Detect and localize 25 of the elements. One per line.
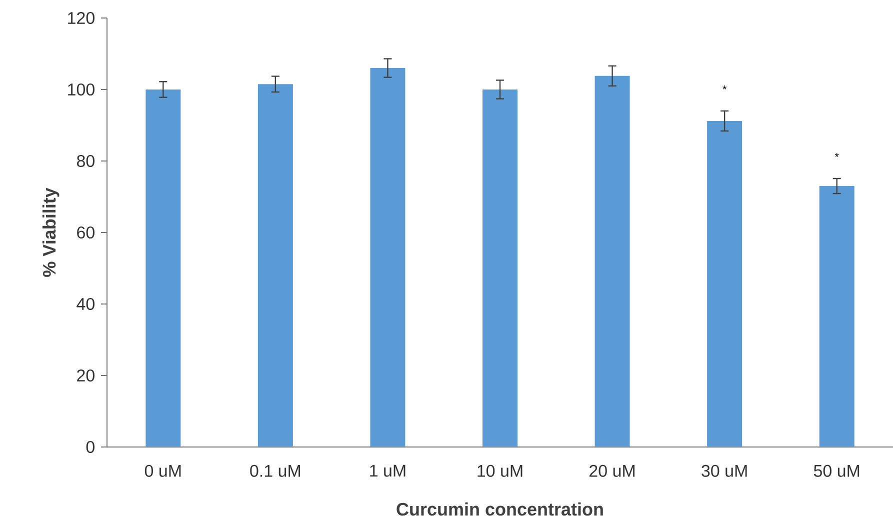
x-tick-label: 0 uM bbox=[144, 464, 181, 477]
x-tick-label: 10 uM bbox=[478, 464, 522, 477]
x-tick-label: 0.1 uM bbox=[250, 464, 300, 477]
x-tick-label: 30 uM bbox=[702, 464, 747, 477]
y-tick-label: 60 bbox=[77, 226, 94, 239]
bar bbox=[594, 76, 630, 447]
y-tick-label: 120 bbox=[68, 12, 94, 24]
y-tick-label: 40 bbox=[76, 298, 94, 310]
y-tick-label: 0 bbox=[86, 440, 94, 454]
x-axis-title: Curcumin concentration bbox=[396, 502, 603, 516]
annotation: * bbox=[834, 153, 839, 157]
y-axis-title: % Viability bbox=[42, 188, 60, 277]
y-tick-label: 20 bbox=[77, 369, 94, 382]
bar bbox=[258, 84, 293, 447]
x-tick-label: 50 uM bbox=[814, 464, 860, 477]
bar bbox=[370, 68, 406, 447]
y-tick-label: 80 bbox=[76, 154, 94, 168]
bar bbox=[482, 89, 518, 447]
bar bbox=[146, 89, 181, 447]
bar bbox=[819, 186, 854, 447]
x-tick-label: 1 uM bbox=[370, 464, 406, 477]
x-tick-label: 20 uM bbox=[590, 464, 634, 477]
annotation: * bbox=[722, 86, 727, 90]
y-tick-label: 100 bbox=[68, 83, 94, 96]
bar bbox=[707, 120, 742, 447]
